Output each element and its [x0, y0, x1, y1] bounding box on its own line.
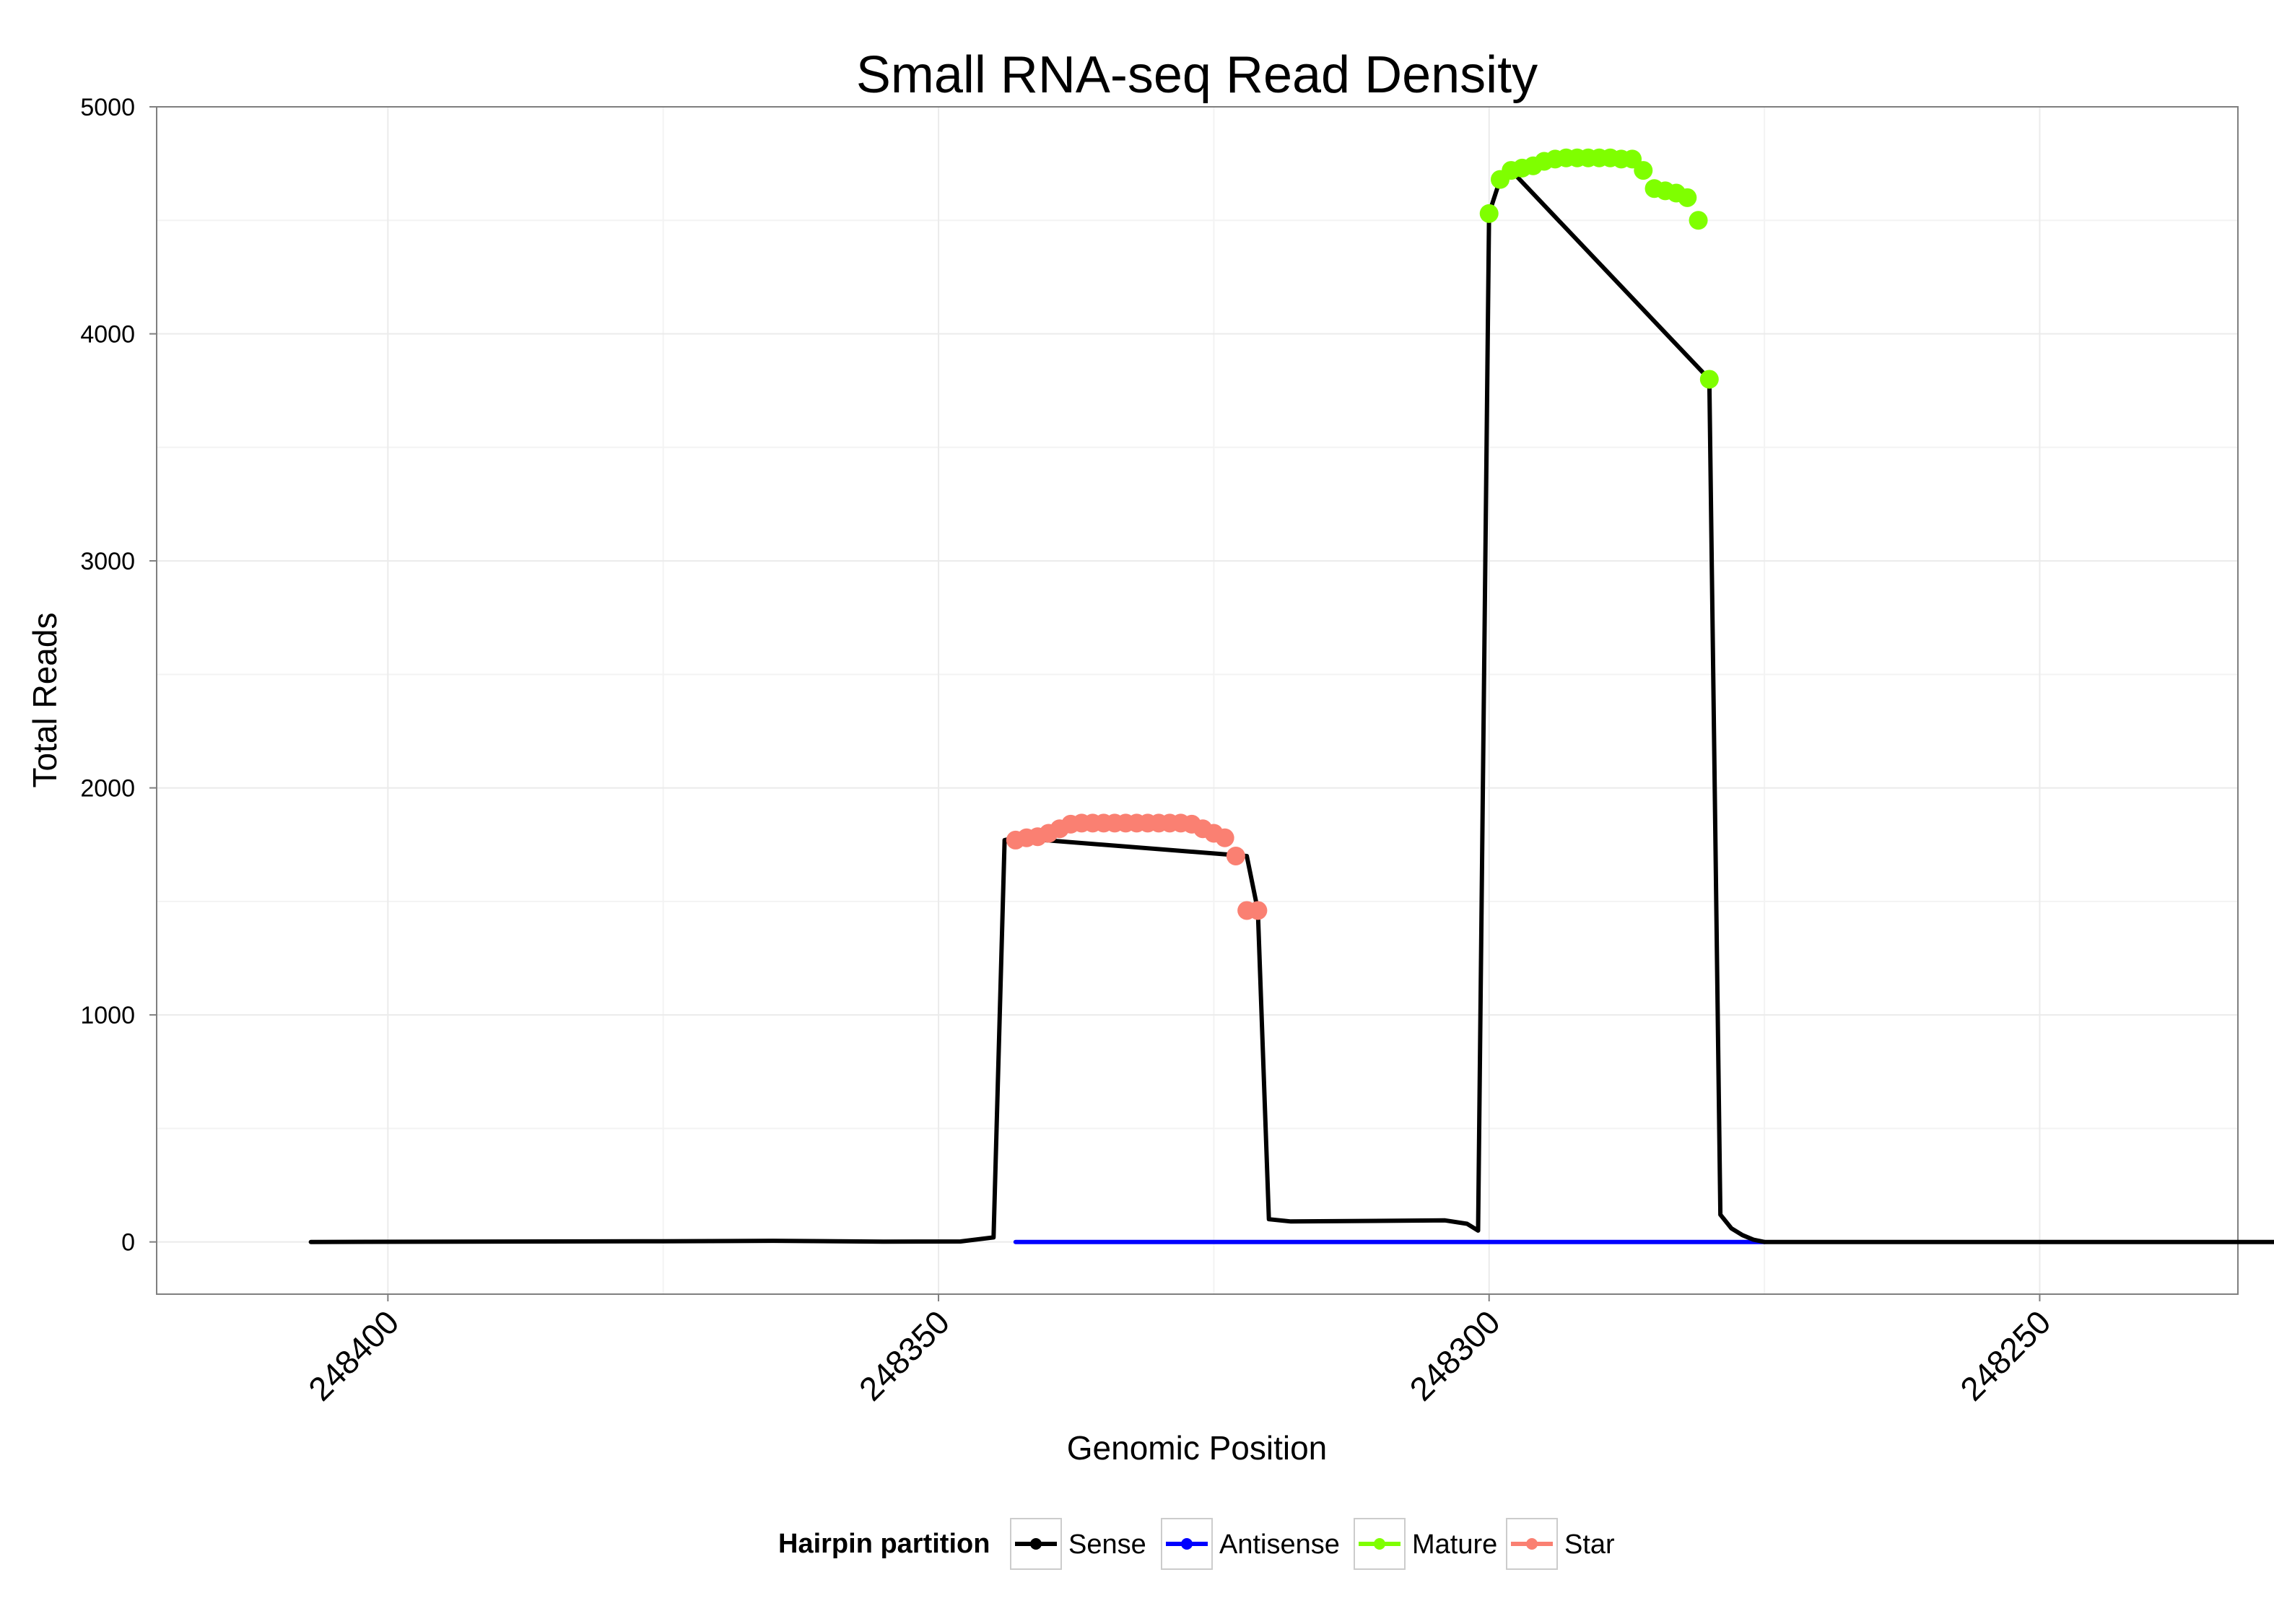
minor-gridlines — [157, 107, 2238, 1294]
legend-key-point — [1030, 1538, 1042, 1550]
legend-item-star: Star — [1506, 1518, 1615, 1570]
series-points-star — [1006, 813, 1268, 920]
y-axis-label: Total Reads — [26, 613, 64, 788]
data-point-mature — [1699, 370, 1719, 389]
y-axis: 0 1000 2000 3000 4000 5000 — [80, 94, 157, 1257]
x-axis-label: Genomic Position — [1067, 1429, 1328, 1467]
legend-item-antisense: Antisense — [1161, 1518, 1340, 1570]
data-point-mature — [1689, 211, 1708, 230]
data-point-star — [1248, 901, 1268, 920]
y-tick-label: 2000 — [80, 775, 135, 803]
legend-label: Mature — [1412, 1529, 1497, 1560]
legend-key-point — [1374, 1538, 1385, 1550]
y-tick-label: 4000 — [80, 321, 135, 349]
data-point-mature — [1479, 204, 1499, 223]
legend-key-point — [1181, 1538, 1193, 1550]
legend-label: Star — [1564, 1529, 1615, 1560]
legend-title: Hairpin partition — [778, 1529, 990, 1559]
chart-title: Small RNA-seq Read Density — [856, 46, 1538, 104]
data-point-mature — [1678, 188, 1697, 207]
legend: Hairpin partition Sense Antisense Mature St… — [778, 1518, 1615, 1570]
data-point-star — [1215, 828, 1234, 847]
series-layer — [308, 148, 2274, 1244]
y-tick-label: 0 — [121, 1229, 135, 1257]
data-point-mature — [1634, 161, 1653, 180]
y-tick-label: 1000 — [80, 1002, 135, 1029]
legend-item-sense: Sense — [1010, 1518, 1146, 1570]
legend-key-point — [1526, 1538, 1538, 1550]
legend-label: Antisense — [1219, 1529, 1340, 1560]
series-line-sense — [308, 168, 2274, 1244]
series-points-mature — [1479, 148, 1719, 389]
plot-panel-border — [156, 106, 2239, 1295]
data-point-star — [1226, 846, 1245, 865]
y-tick-label: 3000 — [80, 548, 135, 575]
y-tick-label: 5000 — [80, 94, 135, 121]
legend-label: Sense — [1068, 1529, 1146, 1560]
legend-item-mature: Mature — [1354, 1518, 1497, 1570]
